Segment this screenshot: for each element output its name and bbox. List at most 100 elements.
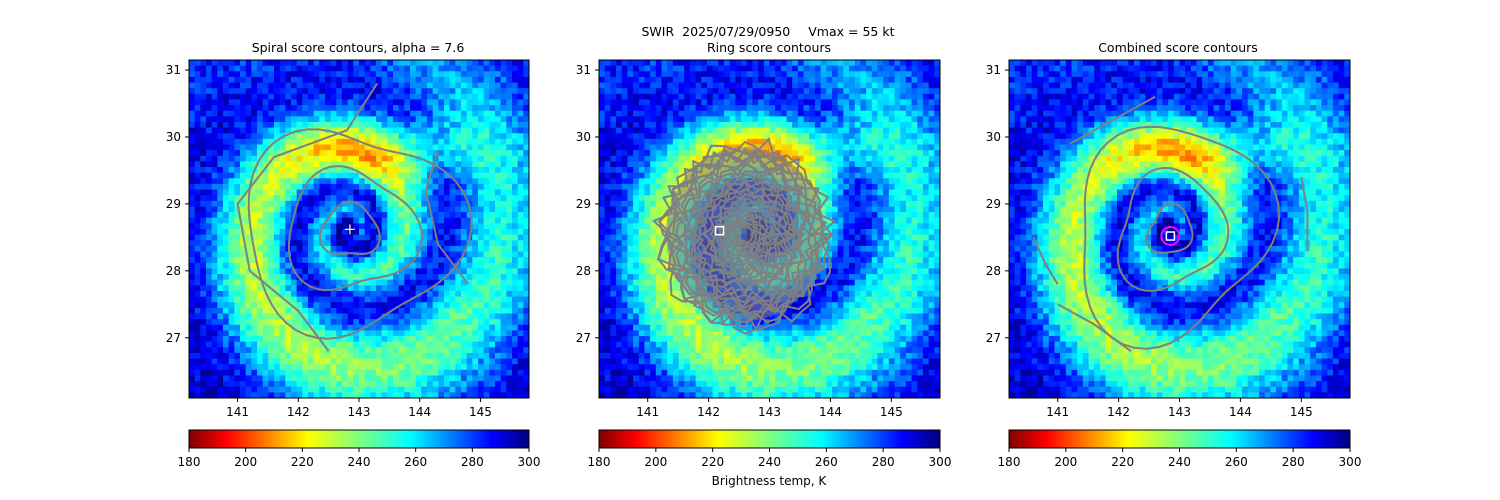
heatmap-cell (296, 60, 303, 67)
heatmap-cell (223, 172, 230, 179)
heatmap-cell (667, 93, 674, 100)
heatmap-cell (672, 279, 680, 286)
heatmap-cell (274, 93, 281, 100)
heatmap-cell (347, 189, 354, 196)
heatmap-cell (381, 352, 388, 360)
heatmap-cell (627, 290, 634, 298)
heatmap-cell (200, 99, 207, 106)
heatmap-cell (415, 341, 422, 348)
heatmap-cell (393, 251, 400, 258)
heatmap-cell (427, 150, 434, 157)
heatmap-cell (616, 127, 623, 134)
heatmap-cell (302, 71, 309, 78)
heatmap-cell (427, 279, 434, 286)
heatmap-cell (667, 290, 674, 298)
heatmap-cell (616, 279, 623, 286)
heatmap-cell (427, 189, 434, 196)
heatmap-cell (523, 144, 530, 151)
heatmap-cell (610, 167, 617, 174)
heatmap-cell (359, 121, 366, 129)
heatmap-cell (268, 268, 275, 275)
heatmap-cell (678, 133, 685, 140)
heatmap-cell (684, 386, 691, 393)
heatmap-cell (393, 189, 400, 196)
heatmap-cell (308, 82, 315, 89)
heatmap-cell (472, 133, 479, 140)
heatmap-cell (342, 364, 349, 371)
heatmap-cell (330, 341, 337, 348)
heatmap-cell (347, 217, 354, 224)
heatmap-cell (206, 212, 213, 219)
heatmap-cell (291, 161, 298, 168)
heatmap-cell (364, 375, 371, 382)
heatmap-cell (200, 155, 207, 162)
heatmap-cell (523, 375, 530, 382)
heatmap-cell (262, 223, 269, 230)
heatmap-cell (189, 375, 196, 382)
heatmap-cell (325, 206, 332, 213)
heatmap-cell (712, 76, 719, 84)
heatmap-cell (223, 347, 230, 354)
heatmap-cell (223, 229, 230, 236)
heatmap-cell (279, 172, 286, 179)
heatmap-cell (616, 206, 623, 213)
heatmap-cell (661, 88, 668, 95)
heatmap-cell (370, 65, 377, 72)
heatmap-cell (461, 138, 468, 145)
heatmap-cell (650, 386, 657, 393)
heatmap-cell (461, 279, 468, 286)
heatmap-cell (302, 60, 309, 67)
heatmap-cell (245, 60, 252, 67)
heatmap-cell (240, 65, 247, 72)
heatmap-cell (194, 116, 201, 123)
heatmap-cell (455, 167, 462, 174)
heatmap-cell (644, 167, 651, 174)
heatmap-cell (427, 381, 434, 388)
heatmap-cell (706, 65, 714, 72)
heatmap-cell (274, 245, 281, 253)
heatmap-cell (200, 65, 207, 72)
heatmap-cell (251, 257, 258, 264)
heatmap-cell (313, 206, 320, 213)
heatmap-cell (194, 144, 201, 151)
heatmap-cell (376, 200, 383, 207)
heatmap-cell (211, 268, 218, 275)
colorbar-tick-label: 240 (348, 455, 371, 469)
heatmap-cell (627, 110, 634, 117)
heatmap-cell (291, 336, 298, 343)
heatmap-cell (347, 285, 354, 292)
heatmap-cell (599, 274, 606, 281)
heatmap-cell (410, 290, 417, 298)
heatmap-cell (444, 307, 451, 314)
heatmap-cell (432, 251, 439, 258)
heatmap-cell (478, 229, 485, 236)
heatmap-cell (523, 279, 530, 286)
heatmap-cell (308, 223, 315, 230)
heatmap-cell (427, 330, 434, 337)
heatmap-cell (599, 133, 606, 140)
heatmap-cell (661, 341, 668, 348)
heatmap-cell (398, 71, 405, 78)
heatmap-cell (500, 336, 507, 343)
heatmap-cell (644, 105, 651, 112)
heatmap-cell (268, 178, 275, 185)
heatmap-cell (308, 313, 315, 320)
heatmap-cell (438, 296, 445, 303)
heatmap-cell (500, 234, 507, 241)
heatmap-cell (381, 392, 388, 399)
heatmap-cell (285, 144, 292, 151)
heatmap-cell (296, 375, 303, 382)
heatmap-cell (610, 71, 617, 78)
heatmap-cell (240, 183, 247, 191)
heatmap-cell (319, 330, 326, 337)
heatmap-cell (701, 352, 708, 360)
heatmap-cell (455, 352, 462, 360)
heatmap-cell (415, 352, 422, 360)
heatmap-cell (689, 76, 697, 84)
heatmap-cell (245, 369, 252, 376)
heatmap-cell (347, 364, 354, 371)
heatmap-cell (661, 313, 668, 320)
heatmap-cell (678, 127, 685, 134)
heatmap-cell (610, 268, 617, 275)
heatmap-cell (621, 347, 628, 354)
